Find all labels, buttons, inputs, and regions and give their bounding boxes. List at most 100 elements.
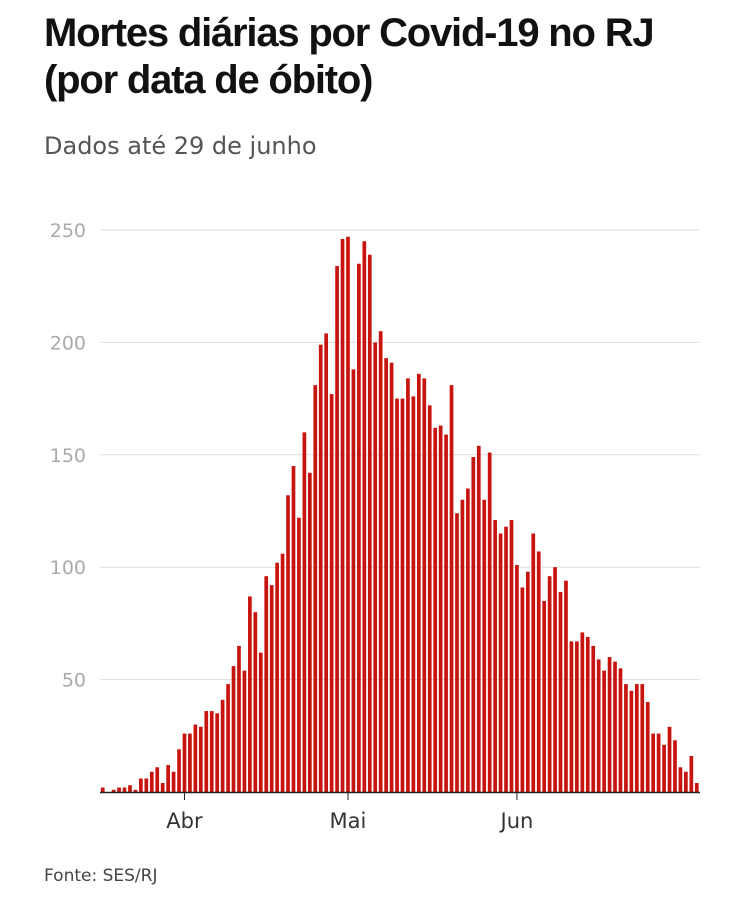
bar — [307, 472, 312, 792]
bar — [684, 771, 688, 792]
bar — [182, 733, 187, 792]
bar — [346, 236, 350, 793]
bar — [678, 767, 683, 792]
bar — [515, 564, 519, 792]
bar — [553, 567, 557, 792]
bar — [139, 778, 143, 792]
bar — [624, 684, 628, 792]
bar — [237, 645, 241, 792]
bar — [656, 733, 661, 792]
bar — [329, 394, 334, 792]
bar — [177, 749, 181, 792]
x-tick-label: Mai — [330, 809, 367, 833]
bar — [220, 699, 225, 792]
bar — [313, 385, 318, 792]
bar — [662, 744, 666, 792]
bar — [651, 733, 656, 792]
bar — [569, 641, 574, 792]
bar — [645, 702, 650, 792]
bar — [460, 499, 465, 792]
bar — [128, 785, 132, 792]
bar — [209, 711, 214, 792]
bar — [455, 513, 459, 792]
x-tick-label: Jun — [499, 809, 534, 833]
bar — [226, 684, 230, 792]
bar — [351, 369, 356, 792]
bar — [575, 641, 579, 792]
bar — [133, 789, 138, 792]
bar — [389, 362, 394, 792]
y-tick-label: 150 — [50, 445, 86, 467]
bar — [525, 571, 530, 792]
bar — [198, 726, 203, 792]
bar — [367, 254, 372, 793]
bars — [100, 236, 699, 793]
bar — [482, 499, 487, 792]
bar — [509, 519, 514, 792]
y-tick-label: 50 — [62, 670, 86, 692]
bar — [433, 427, 438, 792]
bar — [466, 488, 470, 792]
bar — [585, 636, 590, 792]
gridlines — [100, 229, 700, 681]
bar — [444, 434, 448, 792]
bar — [493, 519, 497, 792]
bar — [498, 533, 503, 792]
bar — [422, 378, 427, 792]
bar — [335, 265, 339, 793]
bar — [487, 452, 492, 792]
y-tick-label: 100 — [50, 557, 86, 579]
bar — [373, 342, 378, 792]
bar — [286, 495, 290, 792]
bar — [564, 580, 568, 792]
bar — [591, 645, 596, 792]
bar — [275, 562, 279, 792]
bar — [547, 576, 552, 792]
bar — [438, 425, 443, 792]
bar — [558, 591, 563, 792]
bar — [476, 445, 481, 792]
bar — [378, 331, 383, 792]
bar — [193, 724, 198, 792]
bar — [580, 632, 585, 792]
bar — [258, 652, 263, 792]
bar — [253, 612, 258, 792]
bar — [689, 756, 694, 792]
y-tick-label: 250 — [50, 220, 86, 242]
bar — [144, 778, 149, 792]
bar — [416, 373, 421, 792]
bar — [596, 659, 601, 792]
bar — [149, 771, 154, 792]
y-axis-ticks: 50 100 150 200 250 — [50, 220, 86, 692]
bar — [618, 668, 623, 792]
bar — [318, 344, 323, 792]
bar — [264, 576, 269, 792]
bar — [204, 711, 209, 792]
bar — [531, 533, 536, 792]
bar — [406, 378, 410, 792]
bar — [155, 767, 160, 792]
bar — [362, 241, 367, 793]
bar — [160, 783, 165, 792]
bar — [122, 787, 127, 792]
chart-title: Mortes diárias por Covid-19 no RJ (por d… — [44, 11, 655, 102]
bar — [667, 726, 672, 792]
bar — [117, 787, 121, 792]
bar — [629, 690, 634, 792]
bar — [357, 263, 361, 793]
bar — [384, 358, 388, 792]
bar — [536, 551, 541, 792]
bar — [520, 587, 525, 792]
bar — [248, 596, 252, 792]
bar — [242, 670, 247, 792]
bar — [411, 396, 416, 792]
bar — [269, 585, 274, 792]
bar — [215, 713, 220, 792]
bar — [449, 385, 454, 792]
bar — [613, 661, 617, 792]
bar — [694, 783, 699, 792]
bar — [111, 789, 116, 792]
bar — [427, 405, 432, 792]
bar — [602, 670, 606, 792]
bar — [640, 684, 645, 792]
